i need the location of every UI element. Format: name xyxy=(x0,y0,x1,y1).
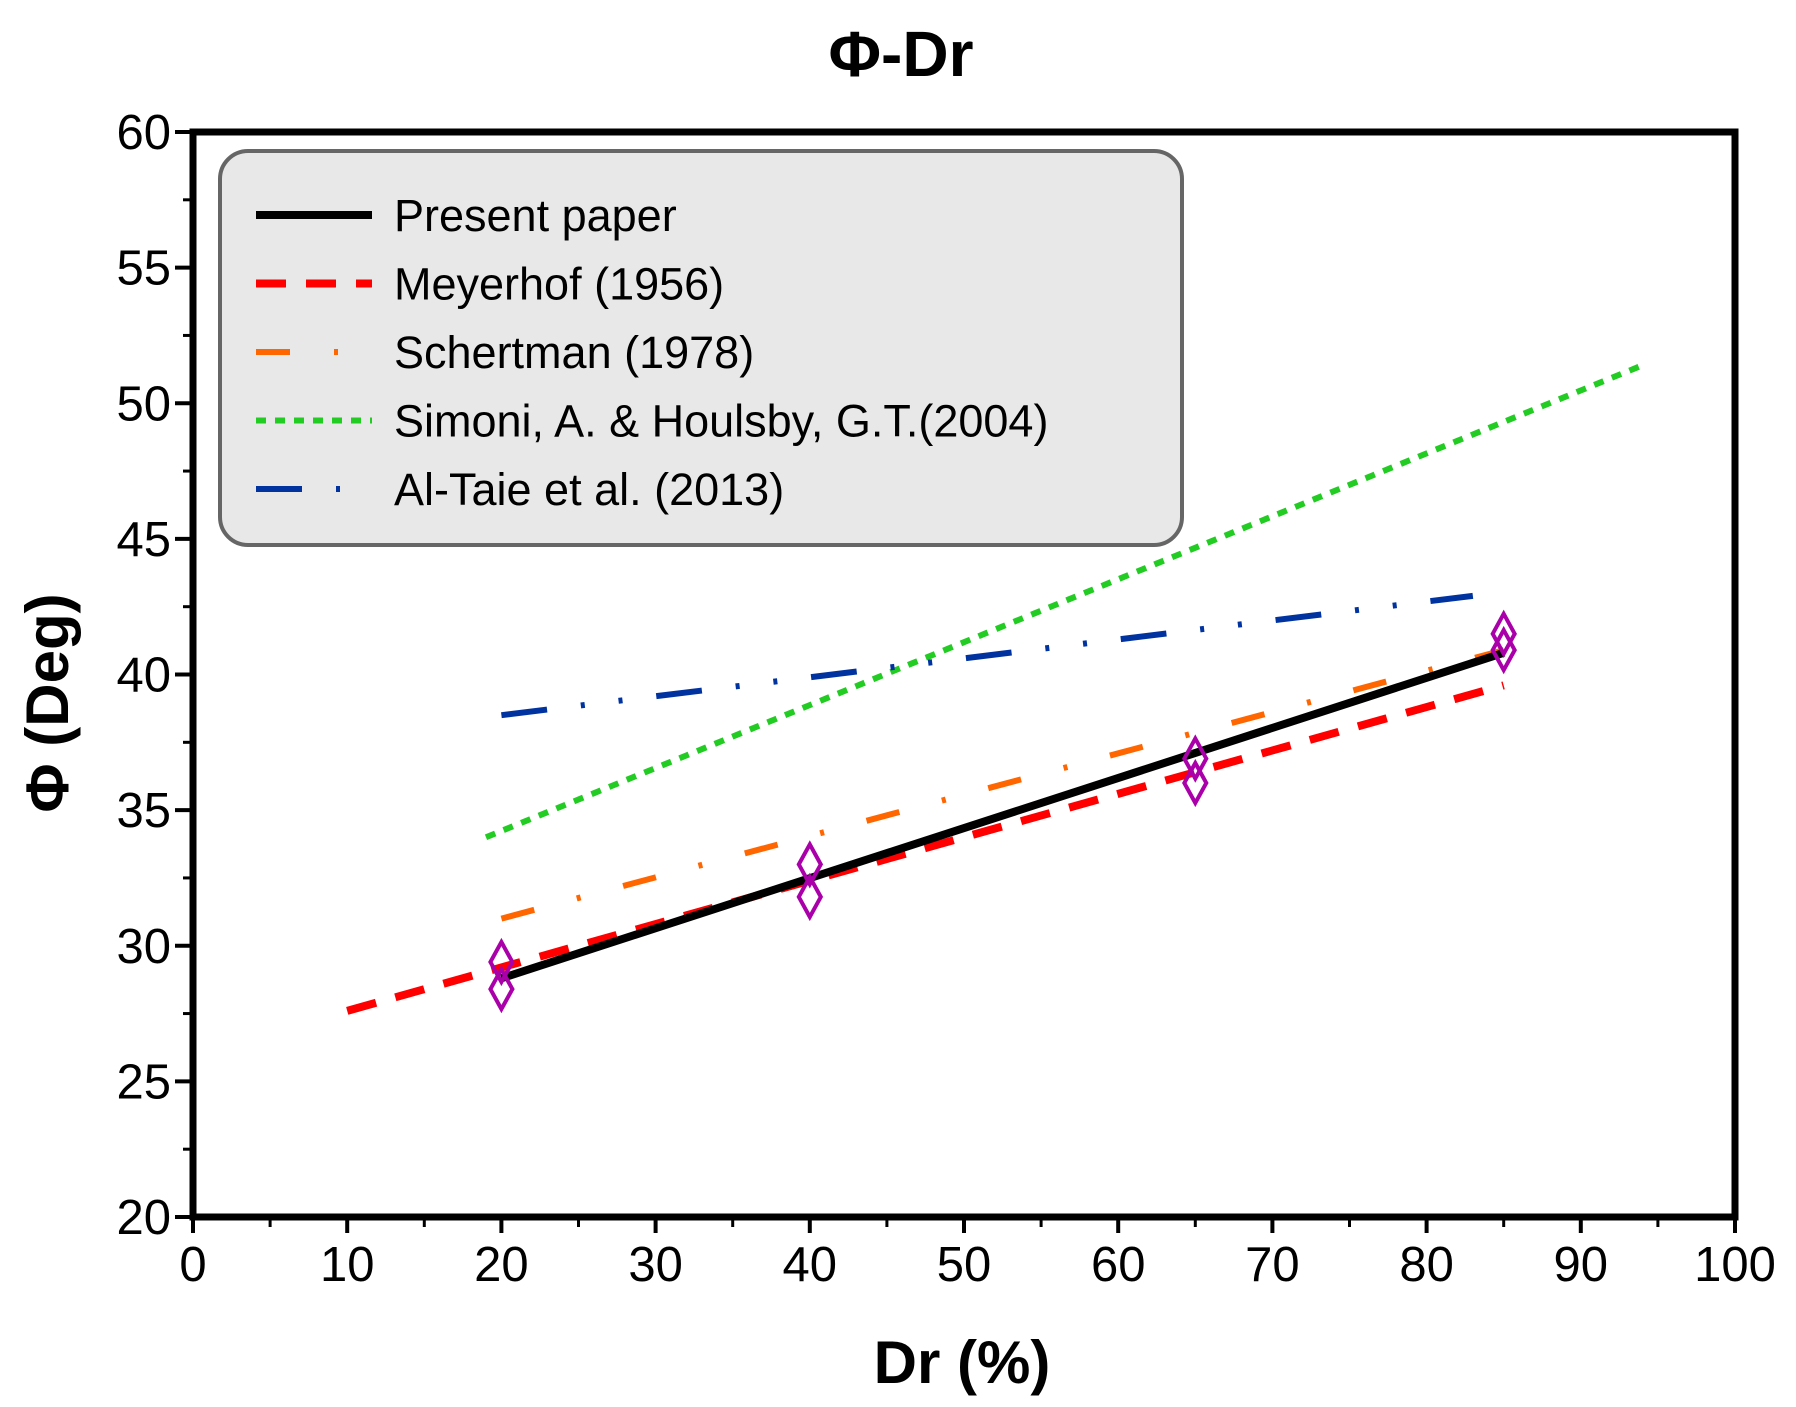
x-tick-label: 70 xyxy=(1245,1238,1300,1292)
series-line-present-paper xyxy=(500,648,1505,983)
legend-label-schertman-1978: Schertman (1978) xyxy=(394,327,754,378)
plot-frame xyxy=(189,128,1739,1221)
data-markers xyxy=(488,609,1517,1014)
x-tick-label: 60 xyxy=(1091,1238,1146,1292)
x-tick-label: 0 xyxy=(179,1238,206,1292)
x-tick-label: 30 xyxy=(628,1238,683,1292)
x-tick-label: 50 xyxy=(937,1238,992,1292)
x-axis-title: Dr (%) xyxy=(874,1329,1051,1396)
y-axis-title: Φ (Deg) xyxy=(14,593,81,812)
data-marker-diamond xyxy=(1182,734,1209,783)
legend-label-simoni-a-houlsby-g-t-2004: Simoni, A. & Houlsby, G.T.(2004) xyxy=(394,396,1048,447)
y-tick-label: 20 xyxy=(116,1191,171,1245)
data-marker-diamond xyxy=(1490,609,1517,658)
legend-label-meyerhof-1956: Meyerhof (1956) xyxy=(394,259,724,310)
x-tick-label: 90 xyxy=(1554,1238,1609,1292)
series-lines xyxy=(346,362,1644,1015)
y-tick-label: 50 xyxy=(116,377,171,431)
y-tick-label: 55 xyxy=(116,242,171,296)
y-tick-label: 60 xyxy=(116,106,171,160)
y-tick-label: 40 xyxy=(116,649,171,703)
data-marker-diamond xyxy=(488,964,515,1014)
axis-ticks: 0 10 20 30 40 50 60 70 80 90 100 20 25 30 35 40 45 50 55 60 xyxy=(116,106,1775,1292)
data-marker-diamond xyxy=(796,840,824,889)
y-tick-label: 45 xyxy=(116,513,171,567)
y-tick-label: 30 xyxy=(116,920,171,974)
x-tick-label: 80 xyxy=(1399,1238,1454,1292)
series-line-schertman-1978 xyxy=(500,647,1505,922)
data-marker-diamond xyxy=(1490,625,1517,675)
legend-box xyxy=(218,149,1184,547)
series-line-al-taie-et-al-2013 xyxy=(501,592,1474,719)
legend: Present paper Meyerhof (1956) Schertman (1… xyxy=(218,149,1184,547)
y-tick-label: 35 xyxy=(116,784,171,838)
data-marker-diamond xyxy=(488,937,515,987)
data-marker-diamond xyxy=(796,872,824,922)
legend-label-al-taie-et-al-2013: Al-Taie et al. (2013) xyxy=(394,464,784,515)
legend-label-present-paper: Present paper xyxy=(394,190,677,241)
y-tick-label: 25 xyxy=(116,1055,171,1109)
x-tick-label: 10 xyxy=(320,1238,375,1292)
x-tick-label: 40 xyxy=(783,1238,838,1292)
x-tick-label: 100 xyxy=(1694,1238,1776,1292)
chart-title: Φ-Dr xyxy=(829,18,974,90)
data-marker-diamond xyxy=(1182,758,1209,808)
x-tick-label: 20 xyxy=(474,1238,529,1292)
series-line-meyerhof-1956 xyxy=(346,681,1505,1015)
